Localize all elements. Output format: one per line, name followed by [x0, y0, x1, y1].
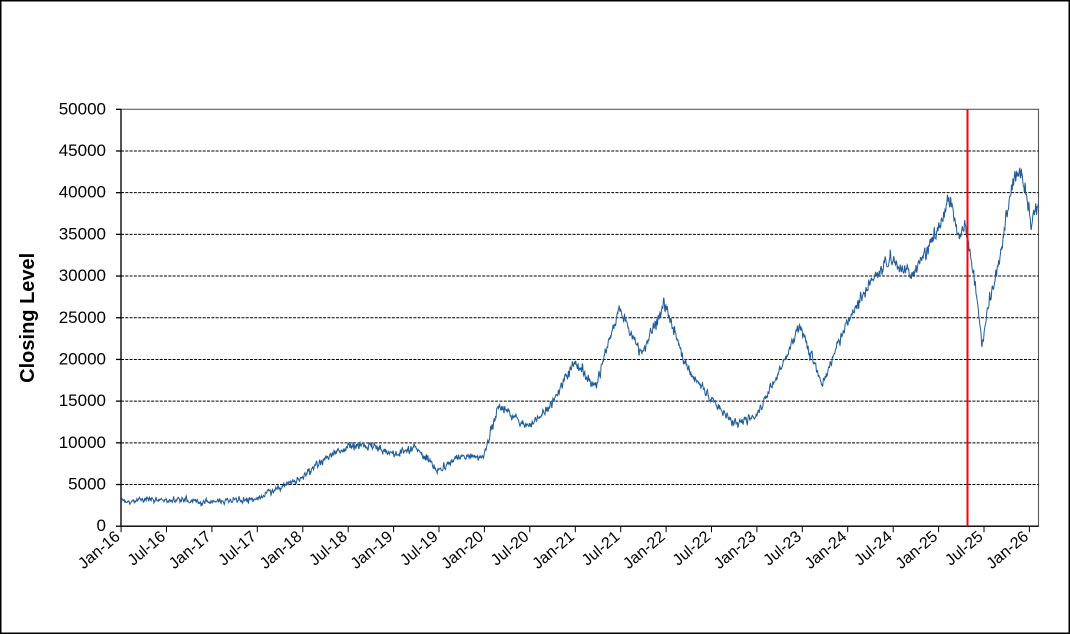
svg-text:30000: 30000: [59, 266, 106, 285]
svg-text:10000: 10000: [59, 433, 106, 452]
svg-text:15000: 15000: [59, 391, 106, 410]
svg-text:40000: 40000: [59, 183, 106, 202]
svg-text:Closing Level: Closing Level: [17, 253, 39, 383]
svg-text:45000: 45000: [59, 141, 106, 160]
svg-text:0: 0: [97, 516, 106, 535]
svg-text:35000: 35000: [59, 224, 106, 243]
svg-text:50000: 50000: [59, 99, 106, 118]
svg-text:25000: 25000: [59, 308, 106, 327]
svg-text:20000: 20000: [59, 349, 106, 368]
svg-text:5000: 5000: [68, 475, 106, 494]
